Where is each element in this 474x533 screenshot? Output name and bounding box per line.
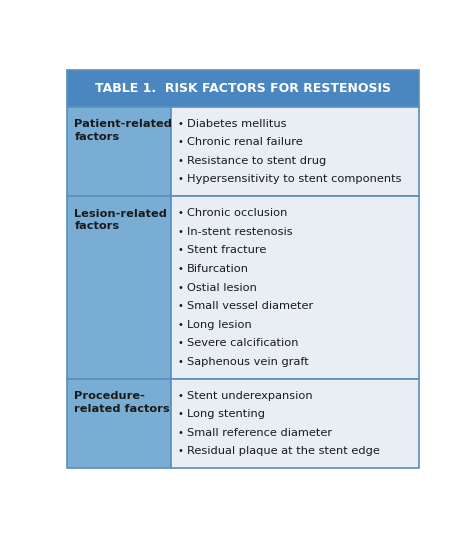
Text: Diabetes mellitus: Diabetes mellitus xyxy=(187,119,286,129)
Text: Severe calcification: Severe calcification xyxy=(187,338,298,348)
Bar xyxy=(171,196,419,378)
Text: TABLE 1.  RISK FACTORS FOR RESTENOSIS: TABLE 1. RISK FACTORS FOR RESTENOSIS xyxy=(95,82,391,95)
Text: •: • xyxy=(178,227,183,237)
Text: •: • xyxy=(178,391,183,401)
Text: •: • xyxy=(178,174,183,184)
Text: •: • xyxy=(178,246,183,255)
Text: Bifurcation: Bifurcation xyxy=(187,264,249,274)
Text: Chronic renal failure: Chronic renal failure xyxy=(187,138,302,147)
Text: Stent fracture: Stent fracture xyxy=(187,246,266,255)
Text: Chronic occlusion: Chronic occlusion xyxy=(187,208,287,219)
Text: •: • xyxy=(178,301,183,311)
Text: Procedure-
related factors: Procedure- related factors xyxy=(74,391,170,414)
Text: •: • xyxy=(178,156,183,166)
Bar xyxy=(171,107,419,196)
Text: •: • xyxy=(178,282,183,293)
Text: Patient-related
factors: Patient-related factors xyxy=(74,119,172,142)
Text: Hypersensitivity to stent components: Hypersensitivity to stent components xyxy=(187,174,401,184)
Text: •: • xyxy=(178,428,183,438)
Bar xyxy=(66,196,171,378)
Text: Lesion-related
factors: Lesion-related factors xyxy=(74,209,167,231)
Text: •: • xyxy=(178,446,183,456)
Bar xyxy=(66,70,419,107)
Text: Stent underexpansion: Stent underexpansion xyxy=(187,391,312,401)
Text: In-stent restenosis: In-stent restenosis xyxy=(187,227,292,237)
Text: •: • xyxy=(178,320,183,329)
Text: Small reference diameter: Small reference diameter xyxy=(187,428,332,438)
Text: •: • xyxy=(178,264,183,274)
Bar xyxy=(171,378,419,468)
Text: Ostial lesion: Ostial lesion xyxy=(187,282,257,293)
Text: •: • xyxy=(178,409,183,419)
Text: •: • xyxy=(178,138,183,147)
Text: Saphenous vein graft: Saphenous vein graft xyxy=(187,357,309,367)
Text: Residual plaque at the stent edge: Residual plaque at the stent edge xyxy=(187,446,380,456)
Text: Long lesion: Long lesion xyxy=(187,320,252,329)
Text: •: • xyxy=(178,357,183,367)
Bar xyxy=(66,107,171,196)
Text: Long stenting: Long stenting xyxy=(187,409,265,419)
Text: Small vessel diameter: Small vessel diameter xyxy=(187,301,313,311)
Text: •: • xyxy=(178,208,183,219)
Bar xyxy=(66,378,171,468)
Text: •: • xyxy=(178,119,183,129)
Text: Resistance to stent drug: Resistance to stent drug xyxy=(187,156,326,166)
Text: •: • xyxy=(178,338,183,348)
